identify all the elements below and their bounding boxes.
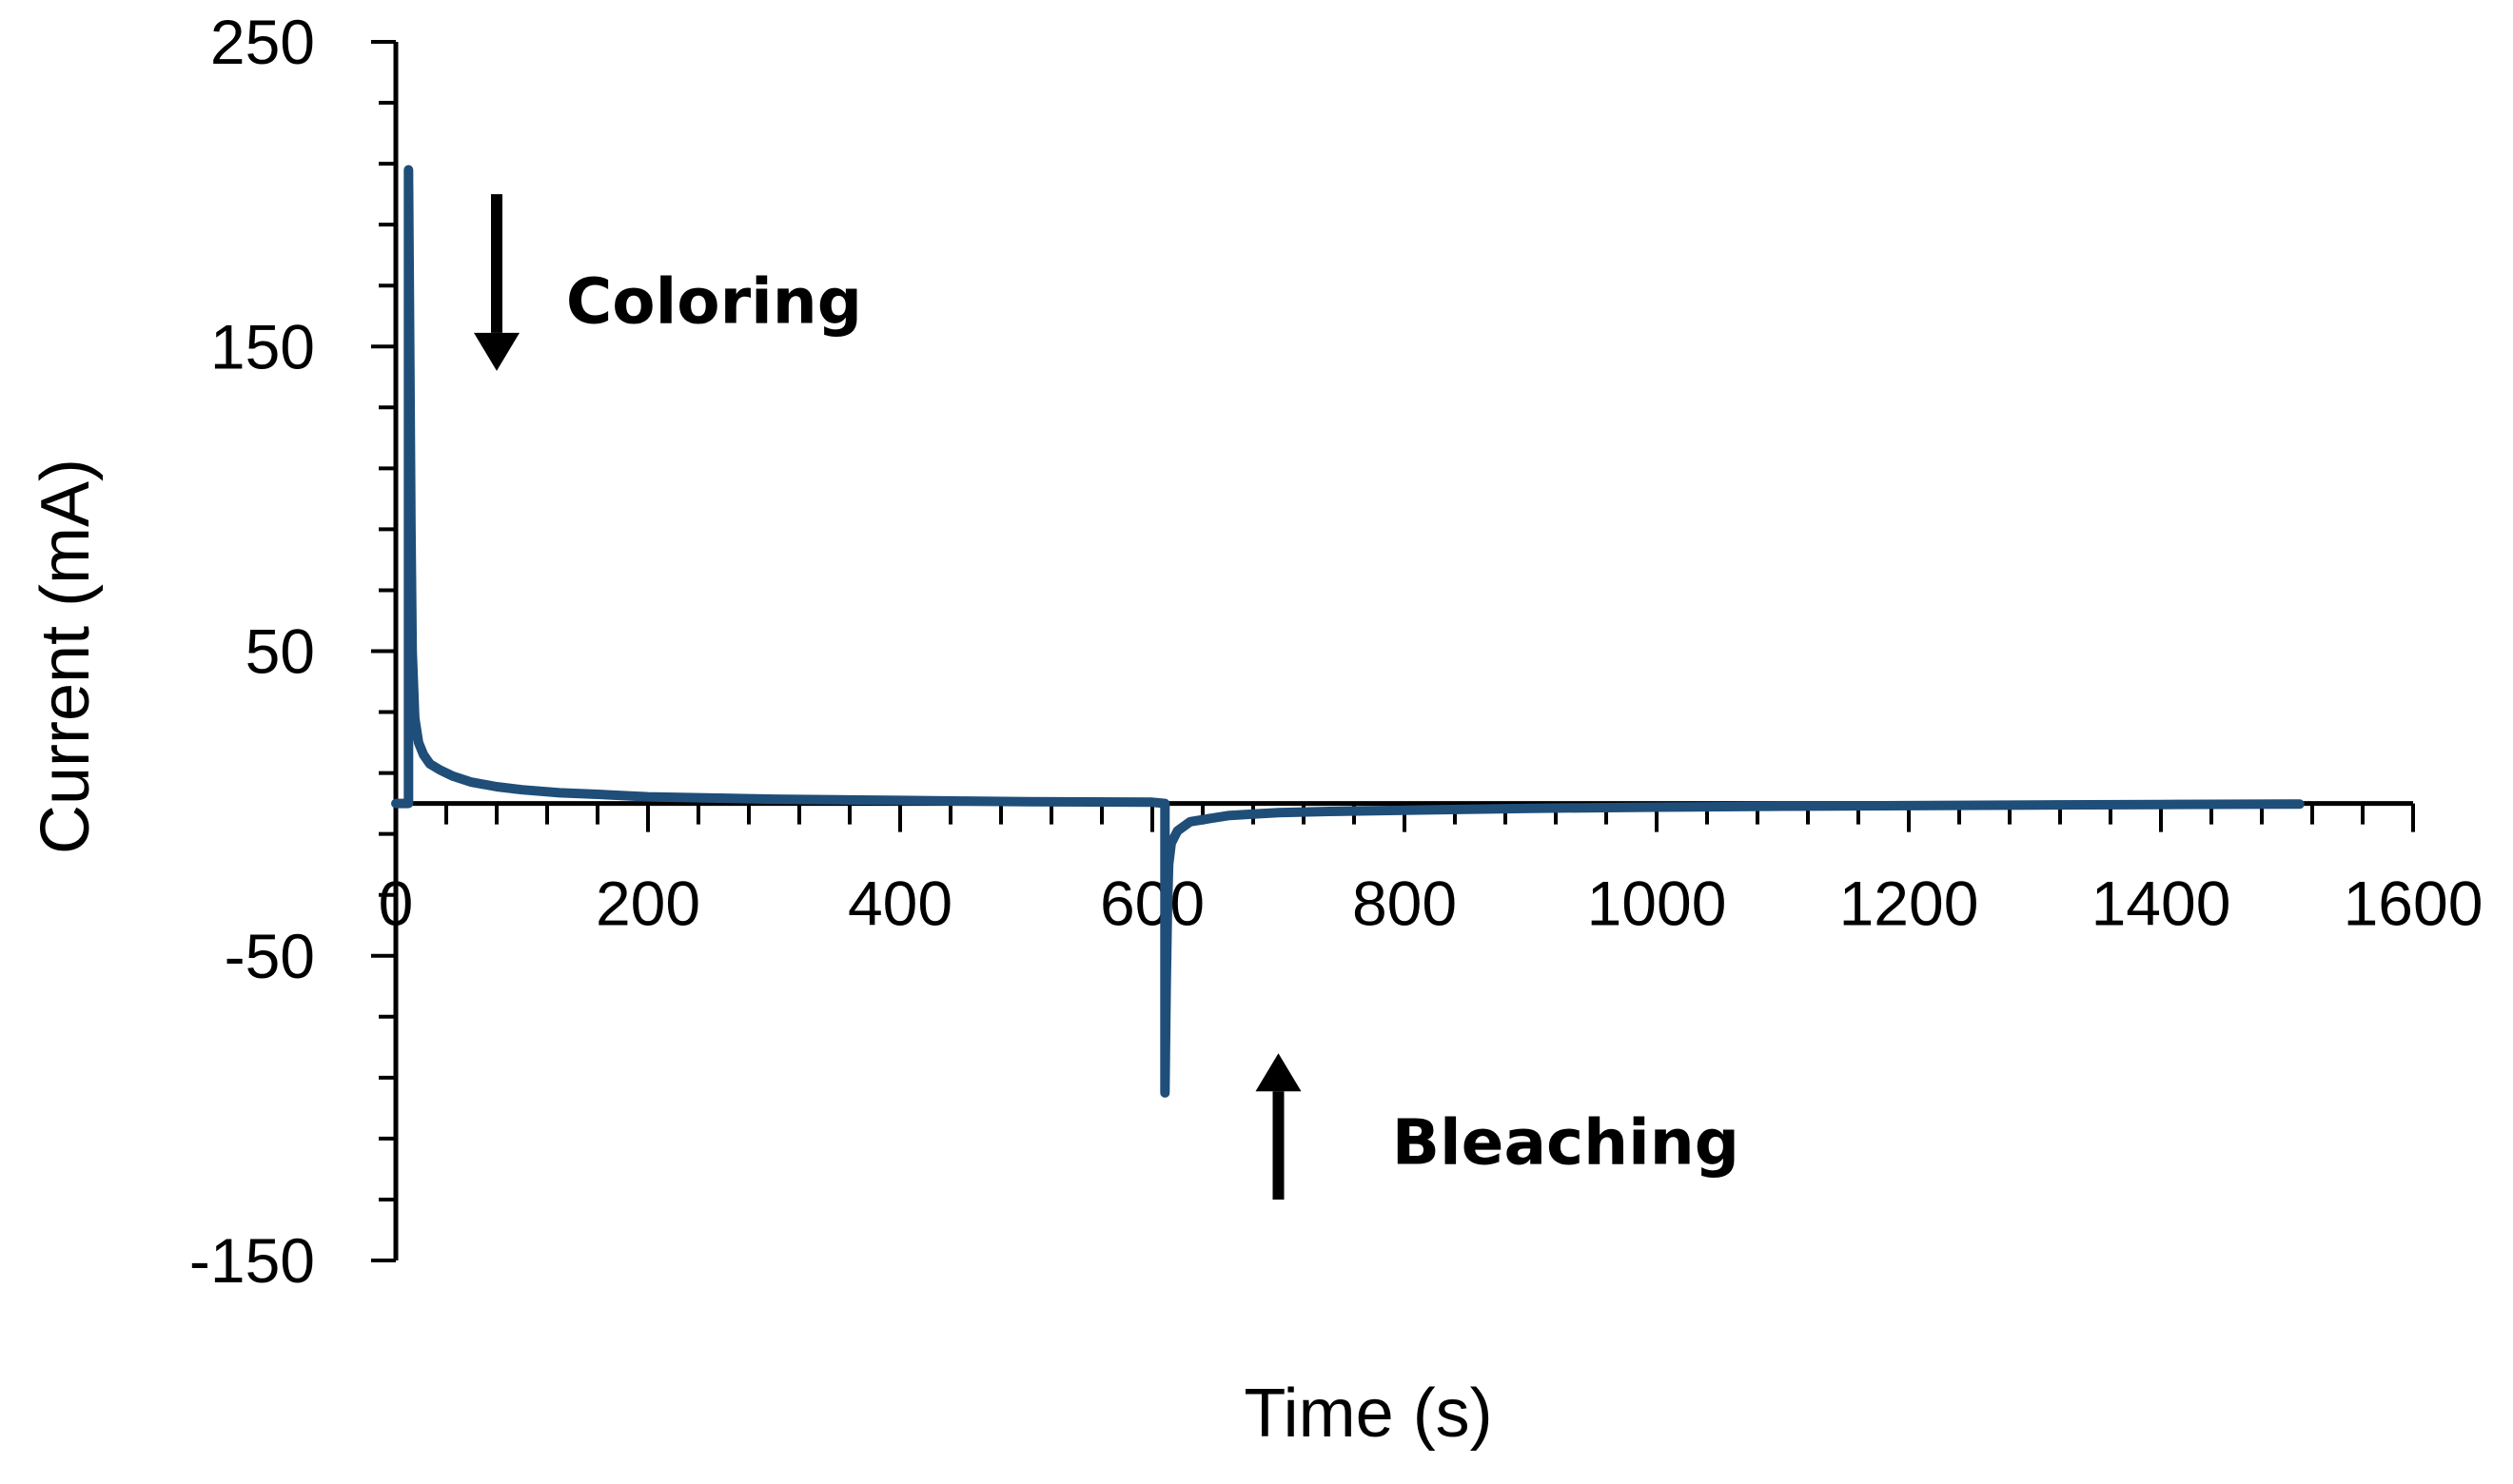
series-line [391, 165, 2305, 1098]
x-tick-label: 0 [379, 869, 414, 939]
annotation-label: Bleaching [1392, 1105, 1739, 1179]
y-axis-title: Current (mA) [28, 459, 104, 854]
ticks: 250 150 50 -50 -150 0 200 400 600 800 1000 1200 1400… [189, 7, 2484, 1296]
axes [393, 42, 2413, 1260]
x-tick-label: 800 [1352, 869, 1457, 939]
x-tick-label: 1200 [1839, 869, 1979, 939]
x-tick-label: 1600 [2344, 869, 2484, 939]
y-tick-label: 250 [210, 7, 315, 77]
series [391, 165, 2305, 1098]
annotations: Coloring Bleaching [474, 194, 1739, 1200]
x-axis-title: Time (s) [1244, 1376, 1492, 1452]
y-tick-label: 50 [245, 616, 315, 687]
annotation-label: Coloring [566, 264, 862, 338]
annotation-arrow-head [1255, 1053, 1302, 1092]
x-tick-label: 1000 [1587, 869, 1727, 939]
x-tick-label: 400 [848, 869, 952, 939]
x-tick-label: 600 [1100, 869, 1205, 939]
x-tick-label: 1400 [2091, 869, 2231, 939]
y-tick-label: -150 [189, 1225, 315, 1296]
annotation-arrow-head [474, 332, 520, 371]
y-tick-label: 150 [210, 311, 315, 381]
y-tick-label: -50 [225, 921, 315, 991]
x-tick-label: 200 [596, 869, 700, 939]
